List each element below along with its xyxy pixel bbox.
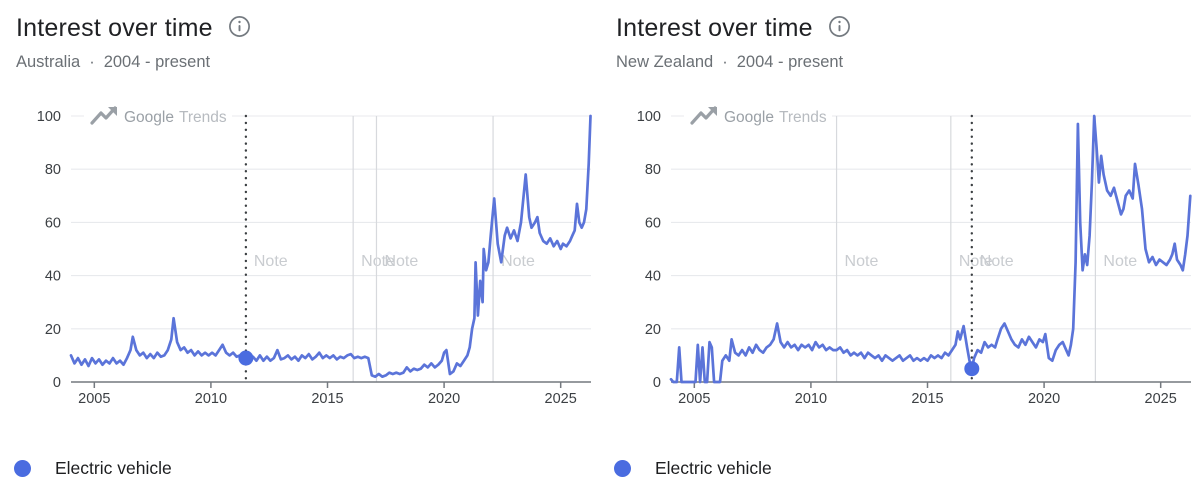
trending-up-icon	[90, 106, 117, 125]
y-tick-label: 80	[45, 162, 61, 178]
series-color-dot	[14, 460, 31, 477]
selected-point-marker[interactable]	[238, 350, 254, 366]
trends-panel-australia: Interest over time Australia · 2004 - pres…	[14, 10, 600, 479]
date-range-label: 2004 - present	[103, 53, 211, 71]
x-tick-label: 2005	[678, 391, 710, 407]
watermark-text: Google Trends	[124, 109, 227, 126]
legend-label: Electric vehicle	[655, 458, 772, 478]
panel-header: Interest over time	[16, 10, 600, 46]
trends-panel-new-zealand: Interest over time New Zealand · 2004 - pr…	[600, 0, 1200, 490]
trending-up-icon-arrowhead	[108, 107, 117, 116]
region-label: Australia	[16, 53, 81, 71]
subtitle-separator: ·	[722, 53, 728, 71]
y-tick-label: 60	[45, 215, 61, 231]
series-color-dot	[614, 460, 631, 477]
subtitle-separator: ·	[89, 53, 95, 71]
info-icon	[228, 15, 251, 41]
note-label[interactable]: Note	[959, 253, 993, 270]
x-tick-label: 2005	[78, 391, 110, 407]
y-tick-label: 20	[45, 322, 61, 338]
chart-subtitle: Australia · 2004 - present	[16, 53, 600, 72]
y-tick-label: 100	[37, 109, 61, 125]
y-tick-label: 0	[653, 375, 661, 391]
watermark-text: Google Trends	[724, 109, 827, 126]
note-label[interactable]: Note	[845, 253, 879, 270]
x-tick-label: 2020	[1028, 391, 1060, 407]
selected-point-marker[interactable]	[964, 361, 980, 377]
y-tick-label: 20	[645, 322, 661, 338]
note-label[interactable]: Note	[361, 253, 395, 270]
y-tick-label: 40	[645, 269, 661, 285]
info-button[interactable]	[228, 15, 251, 41]
y-tick-label: 80	[645, 162, 661, 178]
info-icon	[828, 15, 851, 41]
note-label[interactable]: Note	[384, 253, 418, 270]
note-label[interactable]: Note	[1103, 253, 1137, 270]
series-line-electric-vehicle[interactable]	[69, 114, 592, 379]
panel-header: Interest over time	[616, 10, 1200, 46]
chart-subtitle: New Zealand · 2004 - present	[616, 53, 1200, 72]
region-label: New Zealand	[616, 53, 714, 71]
date-range-label: 2004 - present	[736, 53, 844, 71]
legend-label: Electric vehicle	[55, 458, 172, 478]
x-tick-label: 2015	[911, 391, 943, 407]
note-label[interactable]: Note	[254, 253, 288, 270]
x-tick-label: 2015	[311, 391, 343, 407]
note-label[interactable]: Note	[980, 253, 1014, 270]
x-tick-label: 2025	[1145, 391, 1177, 407]
x-tick-label: 2020	[428, 391, 460, 407]
y-tick-label: 40	[45, 269, 61, 285]
y-tick-label: 100	[637, 109, 661, 125]
legend: Electric vehicle	[614, 458, 1200, 479]
chart-title: Interest over time	[616, 13, 813, 42]
note-label[interactable]: Note	[501, 253, 535, 270]
info-button[interactable]	[828, 15, 851, 41]
x-tick-label: 2025	[545, 391, 577, 407]
series-line-electric-vehicle[interactable]	[669, 114, 1192, 384]
y-tick-label: 0	[53, 375, 61, 391]
x-tick-label: 2010	[795, 391, 827, 407]
chart-title: Interest over time	[16, 13, 213, 42]
x-tick-label: 2010	[195, 391, 227, 407]
legend: Electric vehicle	[14, 458, 600, 479]
trending-up-icon	[690, 106, 717, 125]
y-tick-label: 60	[645, 215, 661, 231]
trending-up-icon-arrowhead	[708, 107, 717, 116]
